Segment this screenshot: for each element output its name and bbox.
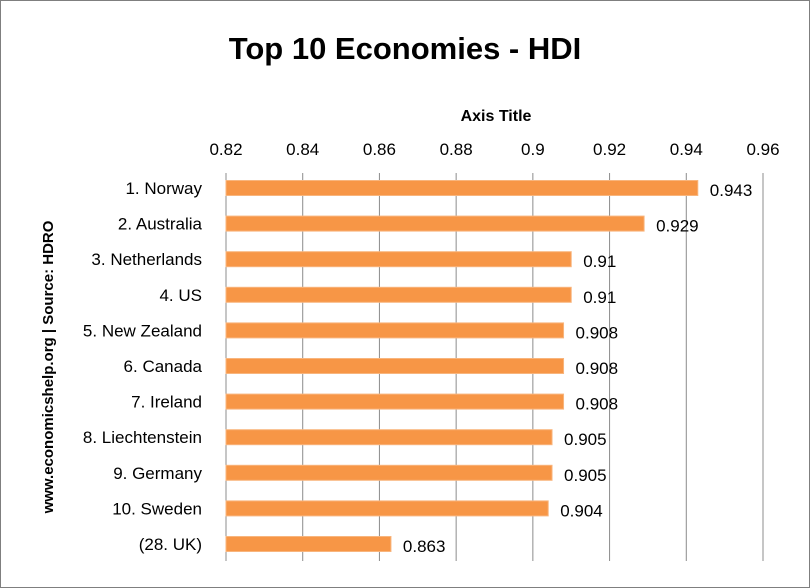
data-label: 0.943 [710, 181, 753, 200]
bar [225, 500, 549, 517]
data-label: 0.905 [564, 430, 607, 449]
x-tick-label: 0.84 [286, 140, 319, 159]
data-label: 0.908 [576, 323, 619, 342]
category-label: 2. Australia [118, 215, 203, 234]
axis-title: Axis Title [461, 108, 532, 125]
data-label: 0.863 [403, 537, 446, 556]
chart-title: Top 10 Economies - HDI [229, 31, 582, 66]
bar [225, 180, 699, 196]
bar [225, 322, 565, 339]
category-label: 3. Netherlands [91, 250, 202, 269]
x-tick-label: 0.96 [746, 140, 779, 159]
x-tick-label: 0.86 [363, 140, 396, 159]
category-label: 1. Norway [125, 179, 202, 198]
data-label: 0.905 [564, 466, 607, 485]
category-label: 10. Sweden [112, 499, 202, 518]
x-tick-label: 0.94 [670, 140, 703, 159]
category-labels: 1. Norway 2. Australia 3. Netherlands 4. US… [83, 179, 203, 554]
x-tick-label: 0.88 [440, 140, 473, 159]
x-tick-label: 0.9 [521, 140, 545, 159]
category-label: 4. US [159, 286, 202, 305]
data-label: 0.91 [583, 288, 616, 307]
data-label: 0.904 [560, 501, 603, 520]
bar [225, 536, 392, 552]
category-label: 7. Ireland [131, 393, 202, 412]
source-label: www.economicshelp.org | Source: HDRO [40, 220, 57, 514]
bar [225, 286, 572, 303]
bar [225, 429, 553, 446]
x-tick-label: 0.82 [209, 140, 242, 159]
bar [225, 464, 553, 481]
bar [225, 251, 572, 268]
data-label: 0.91 [583, 252, 616, 271]
data-label: 0.908 [576, 395, 619, 414]
bar [225, 215, 645, 232]
category-label: 6. Canada [124, 357, 203, 376]
data-label: 0.908 [576, 359, 619, 378]
data-labels: 0.943 0.929 0.91 0.91 0.908 0.908 0.908 0.905 0.… [403, 181, 752, 556]
x-axis-ticks: 0.82 0.84 0.86 0.88 0.9 0.92 0.94 0.96 [209, 140, 779, 159]
data-label: 0.929 [656, 217, 699, 236]
category-label: 8. Liechtenstein [83, 428, 202, 447]
bar [225, 393, 565, 410]
x-tick-label: 0.92 [593, 140, 626, 159]
category-label: 9. Germany [113, 464, 202, 483]
category-label: (28. UK) [139, 535, 202, 554]
bar [225, 358, 565, 374]
bars [225, 180, 699, 552]
category-label: 5. New Zealand [83, 321, 202, 340]
